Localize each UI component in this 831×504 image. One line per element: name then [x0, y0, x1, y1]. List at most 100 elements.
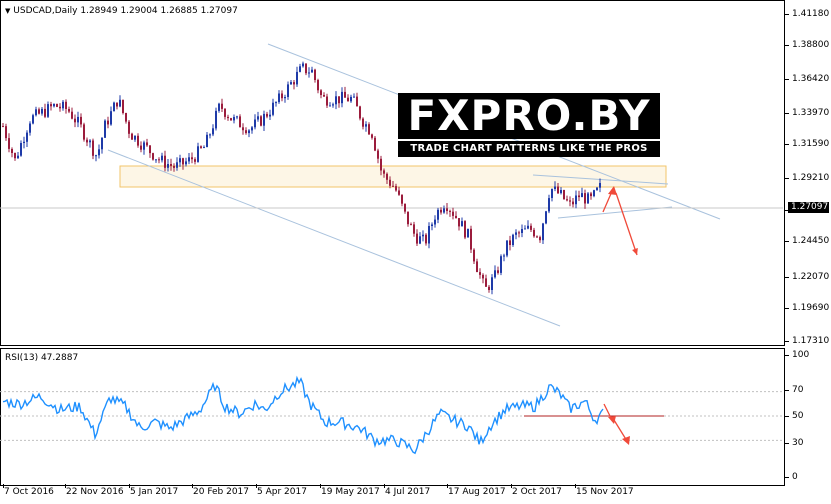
- candle-body: [275, 102, 277, 104]
- candle-body: [245, 130, 247, 134]
- candle-body: [101, 137, 103, 150]
- time-axis-tick: [65, 484, 66, 488]
- candle-body: [266, 113, 268, 117]
- candle-body: [452, 211, 454, 216]
- candle-body: [476, 261, 478, 272]
- price-axis-tick: [784, 79, 789, 80]
- candle-body: [326, 96, 328, 106]
- candle-body: [50, 104, 52, 107]
- candle-body: [104, 120, 106, 138]
- candle-body: [467, 228, 469, 238]
- candle-body: [350, 96, 352, 102]
- rsi-header: RSI(13) 47.2887: [5, 353, 79, 363]
- watermark-title: FXPRO.BY: [398, 93, 660, 139]
- price-axis-tick: [784, 210, 789, 211]
- time-axis-tick: [192, 484, 193, 488]
- candle-body: [47, 104, 49, 117]
- rsi-axis-label: 50: [792, 411, 804, 421]
- candle-body: [521, 229, 523, 233]
- time-axis-label: 17 Aug 2017: [448, 487, 506, 497]
- candle-body: [248, 130, 250, 134]
- dropdown-triangle-icon[interactable]: ▼: [5, 7, 11, 15]
- price-axis-label: 1.36420: [792, 74, 830, 84]
- candle-body: [464, 221, 466, 238]
- candle-body: [359, 106, 361, 119]
- candle-body: [8, 138, 10, 149]
- candle-body: [185, 161, 187, 165]
- candle-body: [332, 104, 334, 106]
- price-axis-tick: [784, 308, 789, 309]
- price-axis-tick: [784, 14, 789, 15]
- time-axis-tick: [320, 484, 321, 488]
- candle-body: [527, 225, 529, 229]
- rsi-axis-tick: [784, 477, 789, 478]
- price-axis-tick: [784, 241, 789, 242]
- candle-body: [44, 108, 46, 117]
- candle-body: [419, 236, 421, 244]
- time-axis-label: 5 Apr 2017: [257, 487, 307, 497]
- candle-body: [194, 159, 196, 162]
- candle-body: [296, 71, 298, 85]
- candle-body: [182, 158, 184, 165]
- price-axis-tick: [784, 45, 789, 46]
- fxpro-watermark: FXPRO.BY TRADE CHART PATTERNS LIKE THE P…: [398, 93, 660, 163]
- time-axis-tick: [129, 484, 130, 488]
- candle-body: [368, 124, 370, 135]
- candle-body: [269, 114, 271, 117]
- candle-body: [122, 99, 124, 113]
- price-axis-label: 1.19690: [792, 303, 830, 313]
- price-axis-tick: [784, 341, 789, 342]
- candle-body: [554, 186, 556, 189]
- candle-body: [500, 256, 502, 273]
- candle-body: [455, 215, 457, 219]
- price-axis-tick: [784, 144, 789, 145]
- candle-body: [125, 113, 127, 122]
- candle-body: [227, 116, 229, 119]
- candle-body: [74, 118, 76, 123]
- candle-body: [281, 93, 283, 99]
- candle-body: [299, 66, 301, 72]
- candle-body: [377, 150, 379, 159]
- candle-body: [329, 105, 331, 107]
- rsi-axis-label: 70: [792, 385, 804, 395]
- candle-body: [149, 145, 151, 154]
- candle-body: [95, 155, 97, 157]
- time-axis-label: 15 Nov 2017: [576, 487, 634, 497]
- time-axis-tick: [575, 484, 576, 488]
- candle-body: [425, 234, 427, 244]
- candle-body: [599, 183, 601, 188]
- candle-body: [68, 109, 70, 112]
- rsi-arrow2-shaft: [613, 419, 628, 442]
- candle-body: [239, 116, 241, 128]
- candle-body: [407, 211, 409, 225]
- candle-body: [437, 209, 439, 220]
- candle-body: [170, 164, 172, 166]
- candle-body: [347, 97, 349, 102]
- candle-body: [305, 63, 307, 74]
- candle-body: [488, 286, 490, 290]
- rsi-axis-label: 0: [792, 472, 798, 482]
- candle-body: [17, 155, 19, 159]
- candle-body: [311, 69, 313, 73]
- price-axis-label: 1.33970: [792, 108, 830, 118]
- candle-body: [533, 229, 535, 237]
- price-axis-label: 1.24450: [792, 236, 830, 246]
- candle-body: [422, 234, 424, 237]
- candle-body: [230, 118, 232, 121]
- price-axis-label: 1.31590: [792, 139, 830, 149]
- candle-body: [446, 208, 448, 211]
- candle-body: [200, 146, 202, 148]
- candle-body: [344, 91, 346, 98]
- candle-body: [128, 121, 130, 134]
- candle-body: [86, 139, 88, 143]
- rsi-line: [2, 375, 604, 455]
- candle-body: [383, 170, 385, 174]
- time-axis-label: 4 Jul 2017: [385, 487, 431, 497]
- candle-body: [233, 117, 235, 121]
- candle-body: [560, 190, 562, 194]
- time-axis-label: 22 Nov 2016: [66, 487, 124, 497]
- candle-body: [59, 106, 61, 109]
- time-axis-label: 20 Feb 2017: [193, 487, 250, 497]
- time-axis-label: 19 May 2017: [321, 487, 380, 497]
